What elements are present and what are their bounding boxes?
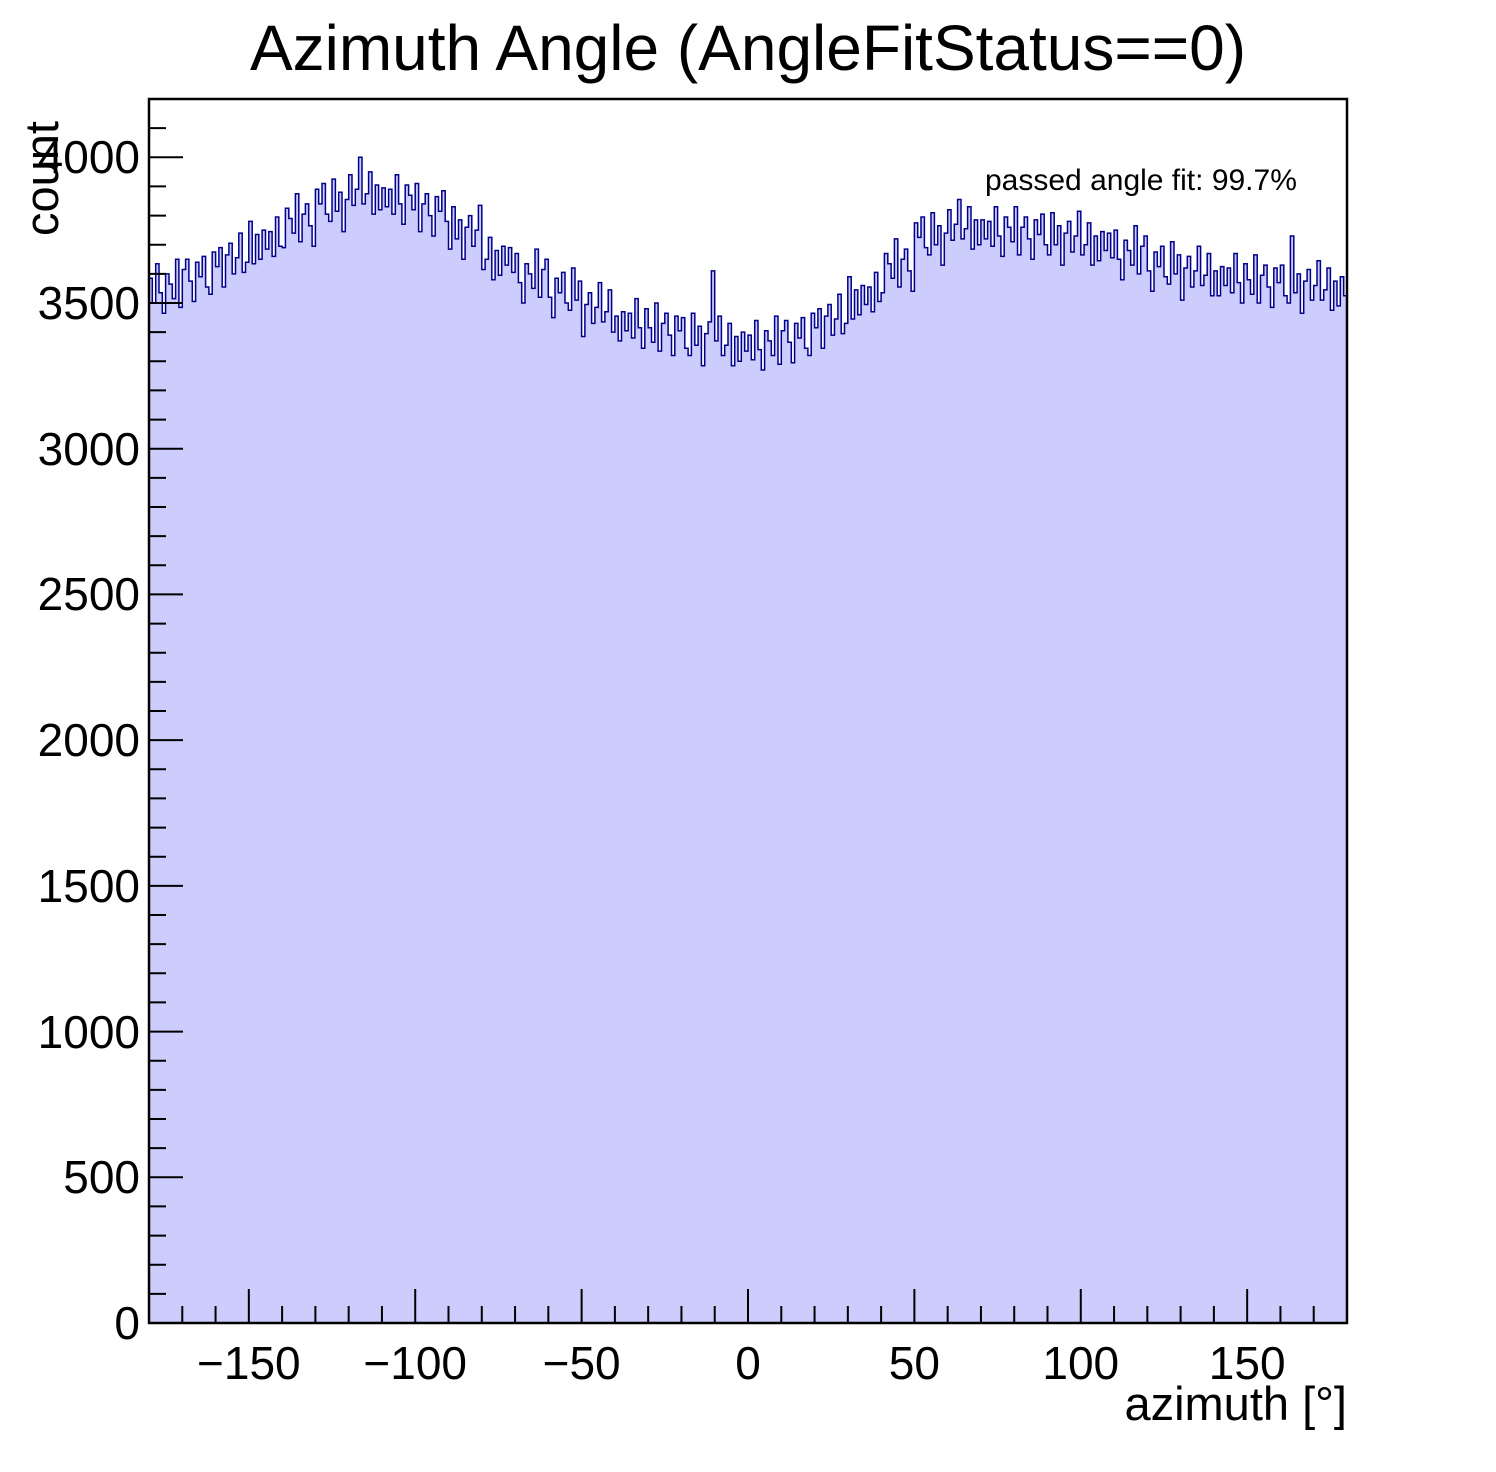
x-tick-label: −50: [542, 1337, 621, 1389]
y-tick-label: 1500: [37, 859, 140, 912]
x-axis-title: azimuth [°]: [1124, 1377, 1347, 1430]
y-tick-label: 500: [63, 1151, 140, 1204]
x-tick-label: 100: [1042, 1337, 1120, 1389]
y-tick-label: 4000: [37, 131, 140, 184]
y-tick-label: 3000: [37, 422, 140, 475]
passed-angle-fit-annotation: passed angle fit: 99.7%: [985, 164, 1297, 197]
x-tick-label: −100: [363, 1337, 468, 1389]
y-tick-label: 1000: [37, 1005, 140, 1058]
y-tick-label: 0: [114, 1297, 140, 1349]
x-tick-label: 50: [888, 1337, 940, 1389]
x-tick-label: −150: [197, 1337, 301, 1389]
y-tick-label: 2000: [37, 714, 140, 767]
x-tick-label: 0: [735, 1337, 761, 1389]
histogram-series: [148, 156, 1348, 1324]
y-tick-label: 3500: [37, 277, 140, 329]
x-tick-label: 150: [1208, 1337, 1286, 1389]
y-tick-label: 2500: [37, 568, 140, 621]
chart-title: Azimuth Angle (AngleFitStatus==0): [249, 12, 1247, 84]
